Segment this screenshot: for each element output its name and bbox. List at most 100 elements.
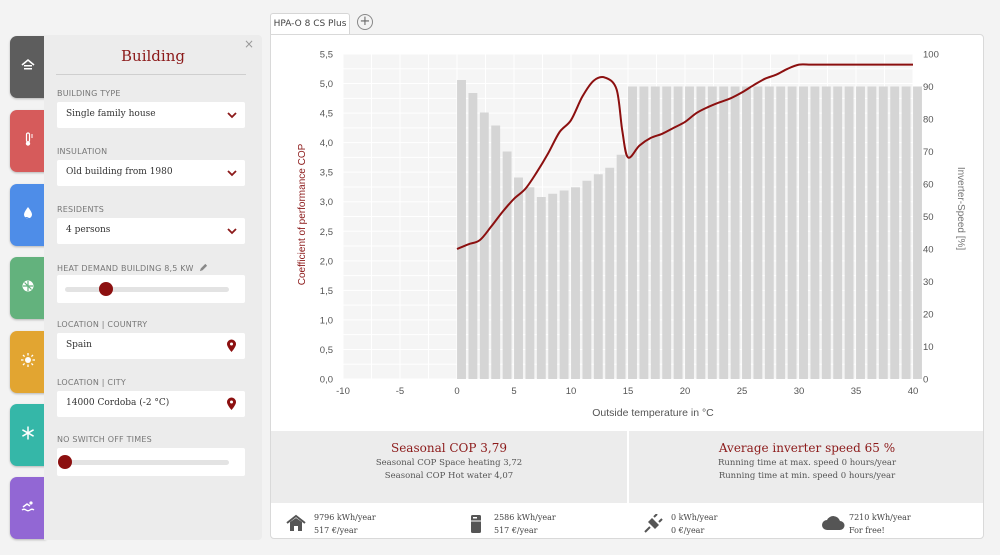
- y-axis-title: Coefficient of performance COP: [297, 143, 308, 285]
- y2-tick-label: 90: [923, 82, 934, 93]
- bar: [605, 167, 615, 379]
- x-tick-label: 20: [680, 386, 691, 397]
- y-tick-label: 4,0: [320, 138, 333, 149]
- insulation-label: INSULATION: [57, 147, 108, 156]
- y-tick-label: 2,0: [320, 256, 333, 267]
- x-tick-label: 30: [794, 386, 805, 397]
- y2-tick-label: 30: [923, 277, 934, 288]
- footer-appliance-cost: 517 €/year: [494, 526, 538, 535]
- building-type-label: BUILDING TYPE: [57, 89, 121, 98]
- x-tick-label: 15: [623, 386, 634, 397]
- slider-handle[interactable]: [99, 282, 113, 296]
- city-value: 14000 Cordoba (-2 °C): [66, 398, 170, 408]
- tab-cooling[interactable]: [10, 404, 46, 466]
- footer-appliance-energy: 2586 kWh/year: [494, 513, 556, 522]
- running-time-min: Running time at min. speed 0 hours/year: [718, 471, 896, 481]
- y2-tick-label: 10: [923, 342, 934, 353]
- x-tick-label: -5: [396, 386, 404, 397]
- bar: [685, 86, 694, 379]
- heat-demand-slider[interactable]: [57, 275, 245, 303]
- y-tick-label: 0,5: [320, 345, 333, 356]
- y-tick-label: 1,0: [320, 315, 333, 326]
- footer-heat-cost: 517 €/year: [314, 526, 358, 535]
- country-label: LOCATION | COUNTRY: [57, 320, 148, 329]
- bar: [719, 86, 729, 379]
- cloud-icon: [822, 516, 845, 530]
- no-switch-off-slider[interactable]: [57, 448, 245, 476]
- bar: [867, 86, 877, 379]
- residents-value: 4 persons: [66, 225, 111, 235]
- bar: [890, 86, 900, 379]
- bar: [764, 86, 774, 379]
- performance-chart: -10 -5 0 5 10 15 20 25 30 35 40 0,0 0,5 1,0 1,5 2,0 2,5 3…: [297, 50, 966, 420]
- footer-environment-cost: For free!: [849, 526, 885, 535]
- y2-tick-label: 60: [923, 180, 934, 191]
- title-divider: [56, 74, 246, 75]
- y2-tick-label: 80: [923, 115, 934, 126]
- bar: [650, 86, 660, 379]
- heat-demand-text: HEAT DEMAND BUILDING 8,5 KW: [57, 264, 194, 273]
- house-icon: [20, 57, 36, 77]
- add-tab-icon[interactable]: +: [357, 14, 373, 30]
- building-type-value: Single family house: [66, 109, 156, 119]
- bar: [776, 86, 786, 379]
- heat-demand-label: HEAT DEMAND BUILDING 8,5 KW: [57, 263, 208, 273]
- y2-tick-label: 50: [923, 212, 934, 223]
- sun-icon: [20, 352, 36, 372]
- bar: [901, 86, 911, 379]
- tab-heating[interactable]: [10, 110, 46, 172]
- bar: [696, 86, 706, 379]
- bar: [810, 86, 820, 379]
- inverter-speed-title: Average inverter speed 65 %: [718, 441, 896, 455]
- building-type-select[interactable]: Single family house: [57, 102, 245, 128]
- bar: [502, 151, 512, 379]
- x-tick-label: 5: [511, 386, 516, 397]
- bar: [559, 190, 569, 379]
- bar: [673, 86, 683, 379]
- bar: [821, 86, 831, 379]
- y2-tick-label: 100: [923, 50, 939, 61]
- close-icon[interactable]: ×: [243, 37, 254, 51]
- house-icon: [286, 514, 306, 531]
- bar: [548, 193, 558, 379]
- appliance-icon: [471, 515, 481, 533]
- cop-line: [456, 63, 913, 250]
- insulation-select[interactable]: Old building from 1980: [57, 160, 245, 186]
- y2-tick-label: 70: [923, 147, 934, 158]
- tab-hpa-o-8-cs-plus[interactable]: HPA-O 8 CS Plus: [270, 13, 350, 35]
- residents-select[interactable]: 4 persons: [57, 218, 245, 244]
- results-card: -10 -5 0 5 10 15 20 25 30 35 40 0,0 0,5 1,0 1,5 2,0 2,5 3…: [270, 34, 984, 539]
- tab-building[interactable]: [10, 36, 46, 98]
- bar: [593, 174, 603, 379]
- country-value: Spain: [66, 340, 92, 350]
- bar: [571, 187, 580, 379]
- bar: [628, 86, 637, 379]
- bar: [799, 86, 808, 379]
- no-switch-off-label: NO SWITCH OFF TIMES: [57, 435, 152, 444]
- bar: [753, 86, 763, 379]
- snowflake-icon: [20, 425, 36, 445]
- city-field[interactable]: 14000 Cordoba (-2 °C): [57, 391, 245, 417]
- tab-hot-water[interactable]: [10, 184, 46, 246]
- tab-summer[interactable]: [10, 331, 46, 393]
- tab-pool[interactable]: [10, 477, 46, 539]
- pencil-icon[interactable]: [199, 263, 208, 272]
- country-field[interactable]: Spain: [57, 333, 245, 359]
- summary-panel: Seasonal COP 3,79 Seasonal COP Space hea…: [271, 431, 983, 503]
- x-tick-label: -10: [336, 386, 350, 397]
- water-drop-icon: [20, 205, 36, 225]
- bar: [844, 86, 854, 379]
- building-panel: Building × BUILDING TYPE Single family h…: [44, 35, 262, 540]
- seasonal-cop-summary: Seasonal COP 3,79 Seasonal COP Space hea…: [271, 431, 627, 503]
- bar: [730, 86, 740, 379]
- x-tick-label: 35: [851, 386, 862, 397]
- tab-heat-source[interactable]: [10, 257, 46, 319]
- y-tick-label: 2,5: [320, 227, 333, 238]
- slider-handle[interactable]: [58, 455, 72, 469]
- bar: [878, 86, 888, 379]
- plug-icon: [644, 514, 663, 533]
- bar: [457, 80, 466, 379]
- y-tick-label: 0,0: [320, 375, 333, 386]
- footer-electric-energy: 0 kWh/year: [671, 513, 718, 522]
- chevron-down-icon: [227, 170, 237, 177]
